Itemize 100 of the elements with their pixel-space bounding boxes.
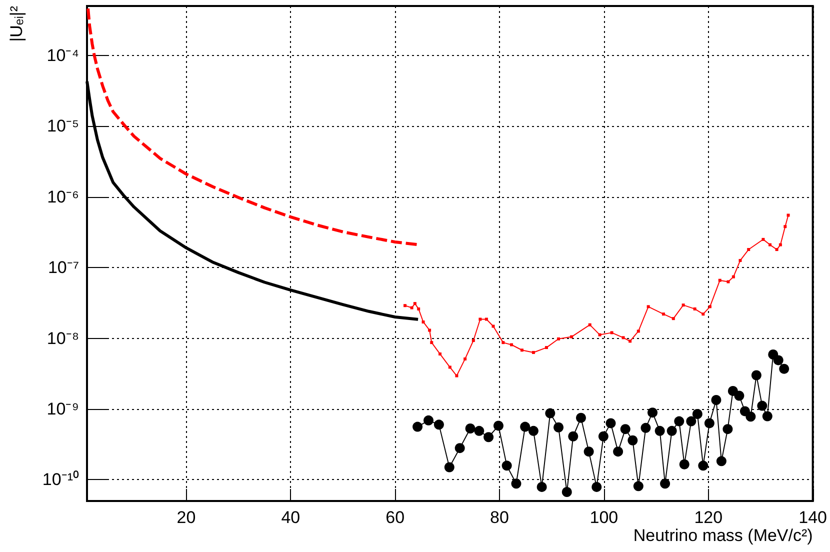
point (646, 305, 650, 308)
point (588, 323, 592, 326)
point (622, 336, 625, 340)
point (704, 418, 714, 428)
point (472, 339, 475, 342)
point (545, 408, 556, 418)
point (502, 460, 512, 471)
y-tick-label: 10⁻⁷ (48, 258, 79, 278)
point (628, 340, 632, 343)
x-tick-label: 100 (590, 508, 618, 527)
point (424, 415, 434, 426)
point (570, 335, 574, 338)
x-tick-label: 120 (694, 508, 723, 527)
point (620, 424, 630, 434)
point (746, 412, 756, 422)
point (722, 424, 733, 434)
point (474, 426, 484, 436)
point (674, 416, 684, 426)
y-tick-label: 10⁻¹⁰ (42, 470, 79, 490)
point (718, 278, 722, 282)
y-tick-label: 10⁻⁸ (46, 328, 79, 348)
point (484, 432, 494, 442)
point (438, 352, 442, 356)
point (734, 390, 744, 401)
point (562, 487, 572, 498)
point (520, 422, 530, 432)
point (732, 275, 735, 278)
point (606, 418, 616, 428)
point (708, 305, 712, 308)
point (568, 431, 578, 442)
point (430, 341, 434, 344)
point (422, 320, 425, 324)
point (693, 307, 696, 310)
point (412, 422, 423, 432)
point (520, 348, 524, 352)
point (778, 243, 782, 246)
point (775, 248, 778, 252)
point (698, 460, 708, 471)
point (636, 330, 640, 333)
point (726, 280, 730, 284)
point (584, 446, 594, 457)
x-tick-label: 140 (798, 508, 828, 527)
point (711, 395, 722, 406)
point (598, 333, 602, 336)
point (648, 408, 658, 418)
point (493, 420, 504, 431)
point (692, 408, 702, 419)
point (702, 312, 705, 316)
point (455, 374, 458, 378)
point (528, 426, 538, 436)
point (640, 422, 651, 433)
point (478, 318, 482, 321)
x-tick-label: 60 (386, 508, 405, 527)
point (779, 364, 790, 374)
point (410, 306, 414, 310)
point (666, 426, 677, 436)
point (610, 331, 614, 334)
point (428, 328, 432, 332)
point (444, 462, 454, 472)
point (576, 412, 586, 423)
point (511, 478, 522, 489)
point (662, 312, 665, 316)
point (757, 400, 768, 411)
point (768, 243, 772, 246)
point (532, 350, 535, 354)
point (554, 422, 564, 432)
point (417, 307, 420, 310)
point (545, 346, 548, 350)
point (484, 318, 488, 321)
point (492, 324, 495, 328)
y-tick-label: 10⁻⁹ (46, 400, 79, 418)
point (502, 341, 505, 344)
point (672, 317, 675, 320)
point (613, 446, 624, 457)
point (592, 482, 602, 492)
point (679, 459, 690, 470)
point (716, 456, 726, 466)
point (686, 416, 696, 426)
point (751, 370, 762, 380)
y-tick-label: 10⁻⁵ (47, 116, 79, 136)
point (786, 214, 790, 217)
x-axis-title: Neutrino mass (MeV/c²) (633, 526, 813, 545)
x-tick-label: 40 (281, 508, 300, 527)
y-tick-label: 10⁻⁴ (46, 46, 79, 65)
y-tick-label: 10⁻⁶ (47, 187, 79, 206)
point (510, 343, 514, 346)
point (464, 357, 467, 360)
point (465, 424, 476, 434)
point (660, 478, 670, 489)
point (413, 302, 416, 306)
point (434, 420, 444, 430)
point (747, 248, 750, 252)
point (773, 355, 784, 366)
point (654, 426, 665, 436)
point (404, 304, 406, 308)
point (598, 431, 608, 442)
point (738, 258, 742, 262)
point (536, 482, 547, 492)
point (454, 443, 465, 454)
point (784, 225, 787, 228)
